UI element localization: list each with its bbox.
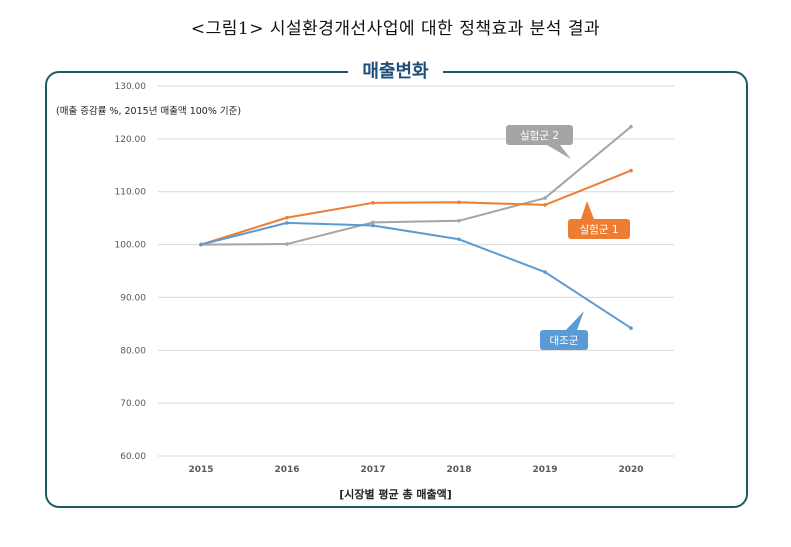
data-point: [199, 242, 203, 247]
y-axis-ticks: 130.00 120.00 110.00 100.00 90.00 80.00 70.00 6…: [115, 82, 147, 462]
figure-caption: <그림1> 시설환경개선사업에 대한 정책효과 분석 결과: [190, 19, 601, 39]
x-tick-label: 2018: [446, 465, 471, 475]
data-point: [629, 326, 633, 330]
gridlines: [158, 85, 674, 457]
callout-box: [506, 125, 573, 145]
series-label: 실험군 1: [580, 224, 619, 236]
data-point: [371, 201, 375, 205]
y-tick-label: 90.00: [120, 293, 146, 303]
callout-pointer: [581, 201, 594, 219]
data-point: [629, 124, 633, 129]
data-point: [457, 237, 461, 242]
x-axis-ticks: 2015 2016 2017 2018 2019 2020: [188, 465, 643, 475]
series-line: [200, 169, 632, 246]
data-point: [457, 218, 461, 223]
callout-pointer: [547, 145, 571, 159]
callout-box: [540, 330, 588, 350]
x-tick-label: 2017: [360, 465, 385, 475]
chart-title-wrap: 매출변화: [0, 57, 791, 83]
x-tick-label: 2019: [532, 465, 557, 475]
data-point: [285, 215, 289, 220]
data-point: [371, 220, 375, 225]
data-point: [543, 270, 547, 274]
data-point: [543, 203, 547, 207]
data-point: [457, 200, 461, 205]
series-label: 실험군 2: [520, 130, 559, 142]
series-callouts: 실험군 2 실험군 1 대조군: [506, 125, 630, 350]
series-label: 대조군: [550, 335, 579, 347]
x-tick-label: 2020: [618, 465, 643, 475]
series-line: [200, 125, 632, 246]
series-line: [200, 221, 632, 329]
callout-box: [568, 219, 630, 239]
x-tick-label: 2015: [188, 465, 213, 475]
data-point: [543, 196, 547, 200]
data-point: [629, 168, 633, 173]
x-tick-label: 2016: [274, 465, 299, 475]
data-point: [285, 221, 289, 225]
chart-note: (매출 증감률 %, 2015년 매출액 100% 기준): [56, 106, 242, 117]
y-tick-label: 130.00: [115, 82, 147, 92]
chart-title: 매출변화: [348, 61, 443, 82]
series-lines: [199, 124, 633, 330]
y-tick-label: 110.00: [115, 188, 147, 198]
x-axis-label: [시장별 평균 총 매출액]: [339, 488, 452, 501]
y-tick-label: 60.00: [120, 452, 146, 462]
y-tick-label: 80.00: [120, 346, 146, 356]
data-point: [285, 242, 289, 246]
callout-pointer: [566, 311, 584, 330]
y-tick-label: 70.00: [120, 399, 146, 409]
y-tick-label: 120.00: [115, 135, 147, 145]
y-tick-label: 100.00: [115, 241, 147, 251]
data-point: [371, 223, 375, 228]
